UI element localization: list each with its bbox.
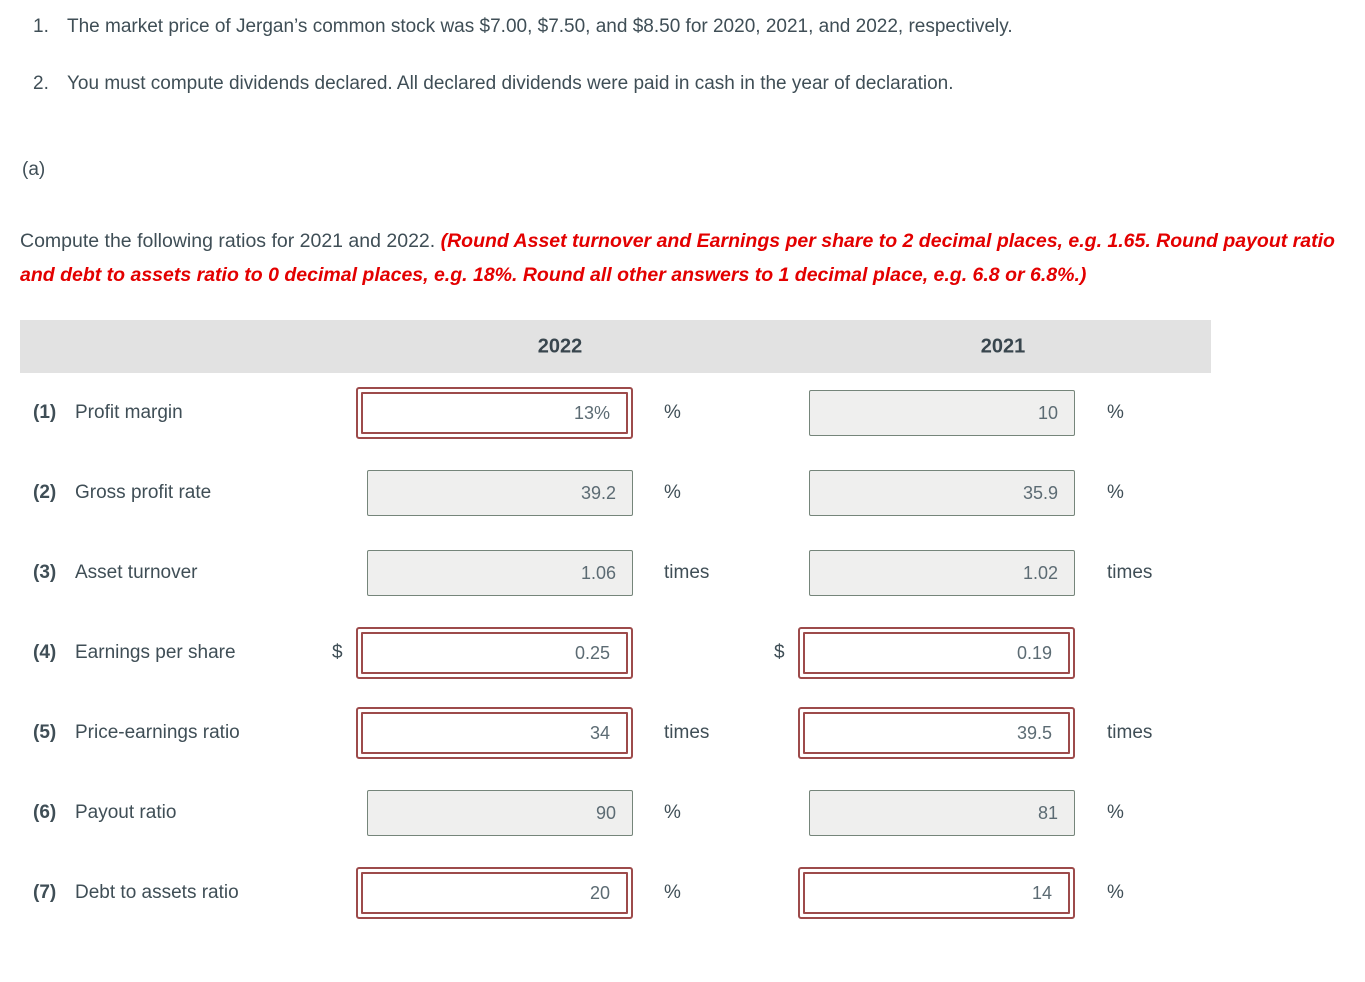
notes-list: 1. The market price of Jergan’s common s… [0,0,1365,96]
row-number: (2) [33,482,57,503]
answer-value: 14 [1031,882,1052,903]
table-header-band: 2022 2021 [20,320,1211,373]
table-row: (1) Profit margin 13% % 10 % [0,373,1365,453]
table-row: (3) Asset turnover 1.06 times 1.02 times [0,533,1365,613]
answer-value: 39.5 [1016,722,1052,743]
table-row: (7) Debt to assets ratio 20 % 14 % [0,853,1365,933]
answer-value: 90 [595,802,616,823]
column-header-2022: 2022 [537,335,583,357]
answer-input[interactable]: 1.06 [367,550,633,596]
answer-value: 1.02 [1022,562,1058,583]
answer-value: 10 [1037,402,1058,423]
unit-label: % [1107,802,1124,823]
row-label: Asset turnover [75,562,198,583]
note-number: 2. [33,73,49,94]
answer-value: 1.06 [580,562,616,583]
unit-label: times [1107,562,1153,583]
answer-value: 35.9 [1022,482,1058,503]
row-number: (1) [33,402,57,423]
row-label: Gross profit rate [75,482,212,503]
unit-label: times [664,562,710,583]
unit-label: % [1107,402,1124,423]
answer-input[interactable]: 34 [356,707,633,759]
currency-symbol: $ [332,642,343,663]
unit-label: % [664,882,681,903]
answer-input[interactable]: 1.02 [809,550,1075,596]
answer-input[interactable]: 10 [809,390,1075,436]
column-header-2021: 2021 [980,335,1026,357]
answer-input[interactable]: 0.19 [798,627,1075,679]
row-number: (6) [33,802,57,823]
unit-label: % [1107,482,1124,503]
row-number: (5) [33,722,57,743]
table-row: (4) Earnings per share $ 0.25 $ 0.19 [0,613,1365,693]
answer-value: 20 [589,882,610,903]
note-text: You must compute dividends declared. All… [67,73,954,94]
instruction-rounding-note: (Round Asset turnover and Earnings per s… [20,230,1335,286]
answer-input[interactable]: 13% [356,387,633,439]
unit-label: % [1107,882,1124,903]
unit-label: % [664,402,681,423]
row-label: Price-earnings ratio [75,722,240,743]
answer-input[interactable]: 81 [809,790,1075,836]
section-label: (a) [22,159,46,180]
row-label: Payout ratio [75,802,177,823]
answer-value: 13% [573,402,610,423]
table-row: (5) Price-earnings ratio 34 times 39.5 t… [0,693,1365,773]
answer-value: 0.19 [1016,642,1052,663]
table-row: (6) Payout ratio 90 % 81 % [0,773,1365,853]
row-number: (7) [33,882,57,903]
unit-label: times [664,722,710,743]
answer-input[interactable]: 90 [367,790,633,836]
answer-input[interactable]: 0.25 [356,627,633,679]
unit-label: % [664,802,681,823]
row-number: (4) [33,642,57,663]
unit-label: % [664,482,681,503]
note-text: The market price of Jergan’s common stoc… [67,16,1013,37]
row-label: Debt to assets ratio [75,882,239,903]
instruction-text: Compute the following ratios for 2021 an… [0,224,1345,292]
answer-input[interactable]: 39.5 [798,707,1075,759]
list-item: 1. The market price of Jergan’s common s… [0,15,1365,39]
answer-input[interactable]: 35.9 [809,470,1075,516]
answer-value: 81 [1037,802,1058,823]
answer-value: 0.25 [574,642,610,663]
answer-value: 34 [589,722,610,743]
currency-symbol: $ [774,642,785,663]
ratios-table: (1) Profit margin 13% % 10 % (2) Gross p… [0,373,1365,933]
answer-input[interactable]: 39.2 [367,470,633,516]
unit-label: times [1107,722,1153,743]
answer-value: 39.2 [580,482,616,503]
answer-input[interactable]: 14 [798,867,1075,919]
table-row: (2) Gross profit rate 39.2 % 35.9 % [0,453,1365,533]
note-number: 1. [33,16,49,37]
answer-input[interactable]: 20 [356,867,633,919]
instruction-normal: Compute the following ratios for 2021 an… [20,230,441,252]
row-label: Profit margin [75,402,183,423]
list-item: 2. You must compute dividends declared. … [0,72,1365,96]
row-number: (3) [33,562,57,583]
row-label: Earnings per share [75,642,236,663]
